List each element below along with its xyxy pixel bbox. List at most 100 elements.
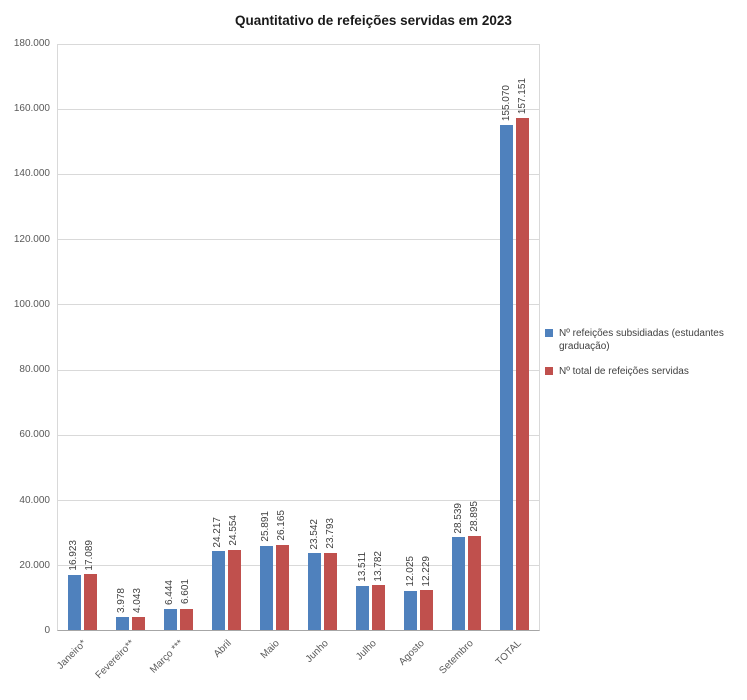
gridline [58, 369, 539, 371]
gridline [58, 564, 539, 566]
bar-column: 28.539 [452, 44, 466, 630]
legend-item-subsidized: Nº refeições subsidiadas (estudantes gra… [545, 327, 743, 353]
x-tick-label: Março *** [147, 638, 186, 676]
y-tick-label: 120.000 [13, 233, 50, 245]
data-label: 13.511 [356, 552, 368, 583]
data-label: 23.542 [308, 518, 320, 550]
y-tick-label: 140.000 [13, 168, 50, 180]
x-tick-label: TOTAL [493, 638, 524, 668]
bar-groups: 16.923 17.089 3.978 4.043 6.444 6.601 24.217 24… [58, 44, 539, 630]
bar-column: 12.025 [404, 44, 418, 630]
bar-subsidized [163, 609, 177, 630]
bar-total [420, 590, 434, 630]
bar-column: 24.554 [227, 44, 241, 630]
y-axis-labels: 0 20.000 40.000 60.000 80.000 100.000 120.000 1… [0, 39, 50, 636]
bar-subsidized [500, 125, 514, 630]
bar-subsidized [404, 590, 418, 630]
bar-column: 157.151 [516, 44, 530, 630]
y-tick-label: 20.000 [19, 559, 50, 571]
legend-item-total: Nº total de refeições servidas [545, 365, 743, 378]
legend-label-total: Nº total de refeições servidas [559, 366, 689, 377]
data-label: 6.444 [164, 580, 176, 606]
bar-total [468, 535, 482, 630]
bar-subsidized [308, 553, 322, 630]
legend: Nº refeições subsidiadas (estudantes gra… [545, 327, 743, 378]
data-label: 28.895 [468, 501, 480, 532]
bar-group: 13.511 13.782 [347, 44, 395, 630]
data-label: 155.070 [500, 85, 512, 122]
bar-group: 28.539 28.895 [443, 44, 491, 630]
bar-total [131, 616, 145, 630]
bar-group: 3.978 4.043 [106, 44, 154, 630]
y-tick-label: 0 [44, 625, 50, 636]
bar-total [83, 574, 97, 630]
bar-group: 6.444 6.601 [154, 44, 202, 630]
bar-column: 23.542 [308, 44, 322, 630]
y-tick-label: 60.000 [19, 429, 50, 441]
data-label: 3.978 [116, 588, 128, 614]
y-tick-label: 160.000 [13, 103, 50, 115]
bar-group: 155.070 157.151 [491, 44, 539, 630]
gridline [58, 434, 539, 436]
legend-label-subsidized: Nº refeições subsidiadas (estudantes gra… [559, 328, 724, 352]
y-tick-label: 100.000 [13, 298, 50, 310]
bar-group: 12.025 12.229 [395, 44, 443, 630]
data-label: 12.229 [420, 555, 432, 587]
bar-total [516, 118, 530, 630]
bar-column: 23.793 [324, 44, 338, 630]
legend-swatch-total [545, 367, 553, 375]
bar-subsidized [452, 537, 466, 630]
bar-total [275, 544, 289, 630]
bar-column: 13.782 [372, 44, 386, 630]
plot-area: 16.923 17.089 3.978 4.043 6.444 6.601 24.217 24… [57, 44, 540, 631]
bar-group: 24.217 24.554 [202, 44, 250, 630]
bar-subsidized [115, 617, 129, 630]
bar-column: 155.070 [500, 44, 514, 630]
gridline [58, 174, 539, 176]
bar-column: 3.978 [115, 44, 129, 630]
bar-total [179, 608, 193, 630]
bar-column: 28.895 [468, 44, 482, 630]
chart-title: Quantitativo de refeições servidas em 20… [235, 13, 512, 28]
data-label: 24.554 [228, 515, 240, 547]
data-label: 4.043 [132, 587, 144, 613]
x-tick-label: Junho [303, 638, 331, 666]
data-label: 12.025 [404, 556, 416, 587]
bar-column: 13.511 [356, 44, 370, 630]
gridline [58, 109, 539, 111]
y-tick-label: 180.000 [13, 38, 50, 49]
bar-column: 26.165 [275, 44, 289, 630]
bar-column: 16.923 [67, 44, 81, 630]
x-tick-label: Janeiro* [55, 638, 89, 672]
gridline [58, 304, 539, 306]
x-tick-label: Setembro [436, 638, 476, 677]
bar-subsidized [67, 574, 81, 630]
data-label: 6.601 [180, 579, 192, 605]
data-label: 17.089 [84, 539, 96, 571]
data-label: 24.217 [212, 516, 224, 548]
x-tick-label: Agosto [397, 638, 428, 668]
x-tick-label: Julho [354, 638, 379, 663]
data-label: 25.891 [260, 511, 272, 542]
bar-group: 25.891 26.165 [250, 44, 298, 630]
data-label: 16.923 [68, 540, 80, 571]
x-tick-label: Abril [211, 638, 234, 660]
bar-column: 24.217 [211, 44, 225, 630]
bar-column: 12.229 [420, 44, 434, 630]
bar-subsidized [211, 551, 225, 630]
data-label: 23.793 [324, 517, 336, 549]
gridline [58, 239, 539, 241]
x-axis-labels: Janeiro* Fevereiro** Março *** Abril Maio Jun… [55, 634, 540, 698]
gridline [58, 44, 539, 45]
data-label: 26.165 [276, 510, 288, 541]
bar-column: 6.601 [179, 44, 193, 630]
bar-total [372, 585, 386, 630]
y-tick-label: 80.000 [19, 364, 50, 376]
bar-column: 25.891 [259, 44, 273, 630]
legend-swatch-subsidized [545, 329, 553, 337]
data-label: 13.782 [372, 550, 384, 582]
gridline [58, 499, 539, 501]
y-tick-label: 40.000 [19, 494, 50, 506]
bar-total [324, 552, 338, 630]
